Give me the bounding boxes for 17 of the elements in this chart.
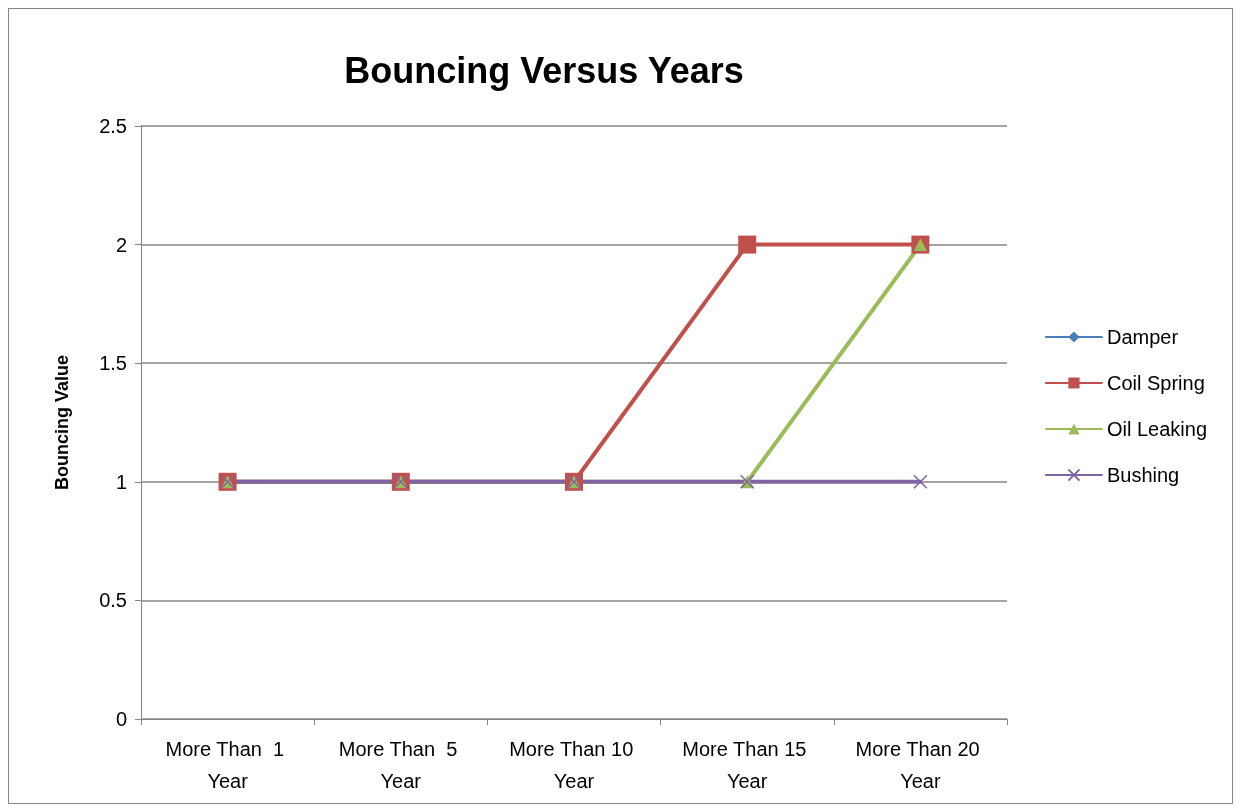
legend-label: Damper [1106, 326, 1179, 348]
y-tick-label: 1 [115, 470, 127, 493]
y-tick-label: 1.5 [99, 352, 127, 375]
y-tick-label: 0.5 [99, 589, 127, 612]
x-tick-label: More Than 20 Year [855, 738, 986, 792]
x-tick-label: More Than 10 Year [509, 738, 639, 792]
chart-title: Bouncing Versus Years [344, 49, 744, 91]
legend-label: Coil Spring [1106, 372, 1205, 394]
y-axis-title: Bouncing Value [52, 354, 72, 491]
legend-label: Bushing [1106, 464, 1180, 486]
x-tick-label: More Than 5 Year [338, 738, 463, 792]
x-tick-label: More Than 15 Year [682, 738, 813, 792]
y-tick-label: 2.5 [99, 115, 127, 137]
legend-label: Oil Leaking [1106, 418, 1207, 440]
x-tick-label: More Than 1 Year [165, 738, 290, 792]
y-tick-label: 2 [115, 233, 127, 256]
y-tick-label: 0 [115, 708, 127, 730]
